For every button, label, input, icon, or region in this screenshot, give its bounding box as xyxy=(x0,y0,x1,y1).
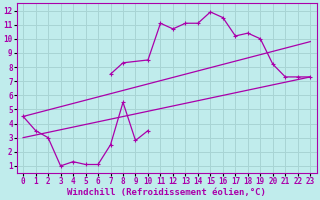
X-axis label: Windchill (Refroidissement éolien,°C): Windchill (Refroidissement éolien,°C) xyxy=(67,188,266,197)
